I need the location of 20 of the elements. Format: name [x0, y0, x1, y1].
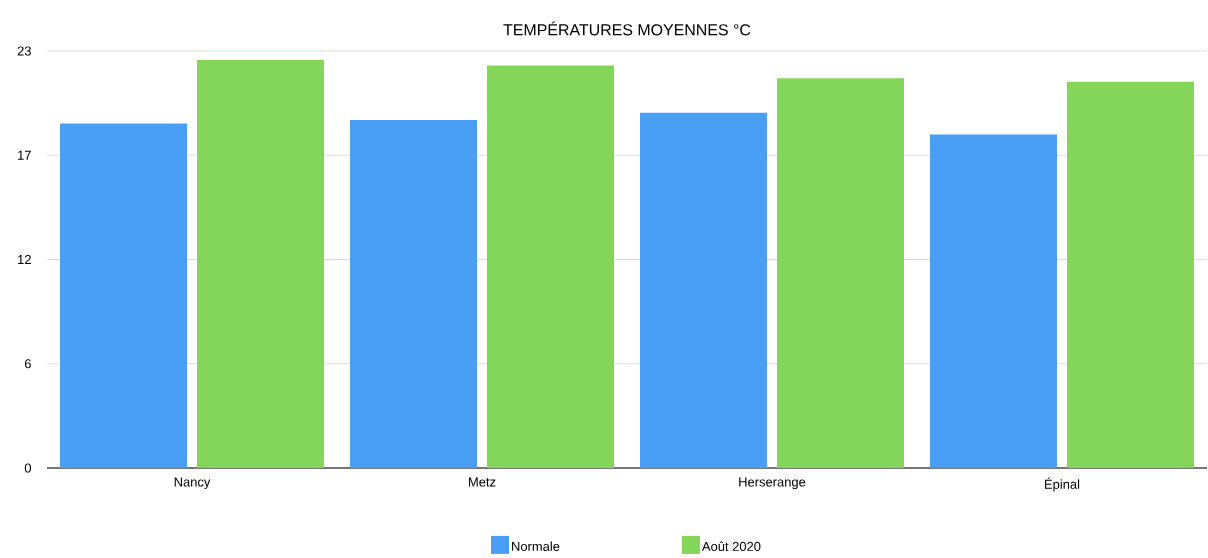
legend-label: Normale — [512, 541, 560, 551]
x-tick-label: Herserange — [739, 477, 806, 490]
bar — [929, 134, 1057, 468]
legend-label: Août 2020 — [701, 541, 761, 551]
bar — [639, 112, 767, 468]
bar — [60, 123, 188, 468]
bar — [1066, 81, 1194, 468]
y-tick-label: 6 — [24, 359, 31, 369]
x-tick-label: Épinal — [1045, 477, 1080, 492]
x-tick-label: Metz — [469, 477, 496, 487]
chart-title: TEMPÉRATURES MOYENNES °C — [503, 21, 751, 36]
x-tick-label: Nancy — [174, 477, 211, 490]
y-tick-label: 0 — [24, 463, 31, 473]
y-tick-label: 17 — [18, 150, 31, 160]
y-tick-label: 23 — [17, 46, 31, 56]
y-tick-label: 12 — [18, 254, 31, 265]
bar — [776, 78, 904, 468]
bar — [197, 60, 325, 468]
bar — [350, 119, 477, 468]
bar — [486, 65, 614, 468]
